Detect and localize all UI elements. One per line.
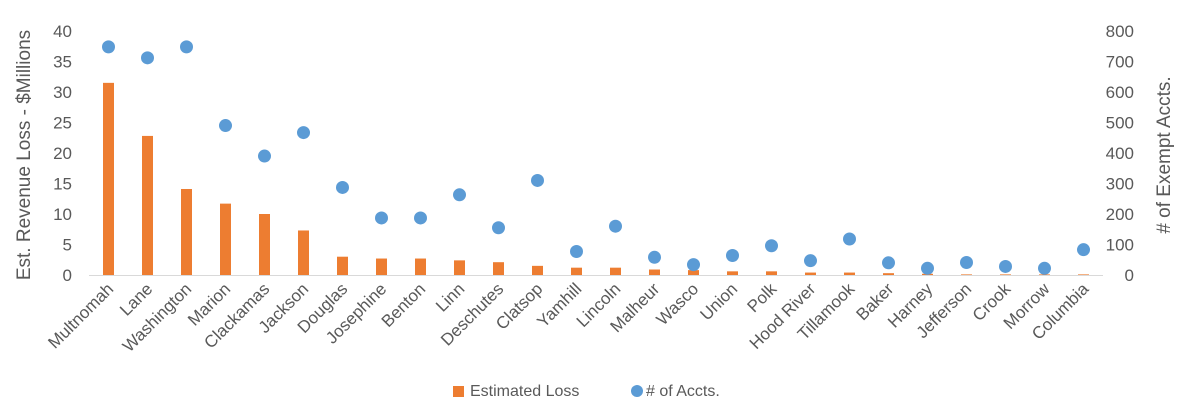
data-point [258, 149, 271, 163]
y2-axis-title: # of Exempt Accts. [1154, 76, 1175, 233]
data-point [843, 232, 856, 246]
y-tick-label: 10 [53, 205, 72, 224]
bar [142, 135, 153, 275]
bar [454, 260, 465, 275]
data-point [453, 188, 466, 202]
data-point [336, 180, 349, 194]
data-point [375, 211, 388, 225]
bar [493, 262, 504, 275]
y-axis-title: Est. Revenue Loss - $Millions [14, 30, 35, 280]
bar [1078, 274, 1089, 275]
data-point [180, 40, 193, 54]
bar [805, 272, 816, 275]
x-tick-label: Union [696, 279, 741, 324]
bar [376, 258, 387, 275]
y2-tick-label: 400 [1106, 144, 1134, 163]
data-point [1077, 243, 1090, 257]
y2-tick-label: 0 [1125, 266, 1134, 285]
y-tick-label: 0 [63, 266, 72, 285]
bar [961, 274, 972, 275]
data-point [531, 173, 544, 187]
data-point [726, 248, 739, 262]
y2-tick-label: 800 [1106, 22, 1134, 41]
bar [649, 269, 660, 275]
left-axis-ticks: 0 5 10 15 20 25 30 35 40 [53, 22, 72, 285]
y-tick-label: 5 [63, 236, 72, 255]
legend-swatch-estimated-loss [453, 386, 464, 397]
data-point [960, 255, 973, 269]
bar [415, 258, 426, 275]
x-axis-labels: MultnomahLaneWashingtonMarionClackamasJa… [44, 279, 1092, 356]
y2-tick-label: 100 [1106, 236, 1134, 255]
bar [532, 265, 543, 275]
y2-tick-label: 300 [1106, 175, 1134, 194]
bar [688, 270, 699, 275]
y2-tick-label: 500 [1106, 114, 1134, 133]
right-axis-ticks: 0 100 200 300 400 500 600 700 800 [1106, 22, 1134, 285]
legend-label-estimated-loss: Estimated Loss [470, 383, 579, 400]
data-point [999, 259, 1012, 273]
y-tick-label: 15 [53, 175, 72, 194]
legend-label-accts: # of Accts. [646, 383, 720, 400]
data-point [765, 239, 778, 253]
data-point [609, 219, 622, 233]
y-tick-label: 20 [53, 144, 72, 163]
bar [103, 82, 114, 275]
bar [883, 273, 894, 275]
y-tick-label: 25 [53, 114, 72, 133]
x-tick-label: Benton [378, 279, 430, 331]
bar-series [103, 82, 1089, 275]
data-point [492, 221, 505, 235]
legend: Estimated Loss # of Accts. [453, 383, 720, 400]
bar [610, 267, 621, 275]
y2-tick-label: 700 [1106, 53, 1134, 72]
y-tick-label: 35 [53, 53, 72, 72]
x-tick-label: Multnomah [44, 279, 117, 352]
bar [259, 214, 270, 275]
y-tick-label: 30 [53, 83, 72, 102]
bar [220, 203, 231, 275]
data-point [687, 258, 700, 272]
data-point [570, 245, 583, 259]
y-tick-label: 40 [53, 22, 72, 41]
y2-tick-label: 600 [1106, 83, 1134, 102]
bar [571, 267, 582, 275]
data-point [297, 126, 310, 140]
x-tick-label: Wasco [653, 279, 703, 329]
legend-swatch-accts [631, 385, 643, 397]
bar [298, 230, 309, 275]
data-point [141, 51, 154, 65]
dot-series [102, 40, 1090, 275]
data-point [648, 250, 661, 264]
data-point [219, 119, 232, 133]
data-point [1038, 261, 1051, 275]
bar [844, 272, 855, 275]
bar [1000, 274, 1011, 275]
data-point [921, 261, 934, 275]
bar [766, 271, 777, 275]
data-point [414, 211, 427, 225]
bar [337, 256, 348, 275]
data-point [804, 254, 817, 268]
y2-tick-label: 200 [1106, 205, 1134, 224]
bar [727, 271, 738, 275]
data-point [882, 256, 895, 270]
data-point [102, 40, 115, 54]
bar [181, 188, 192, 275]
